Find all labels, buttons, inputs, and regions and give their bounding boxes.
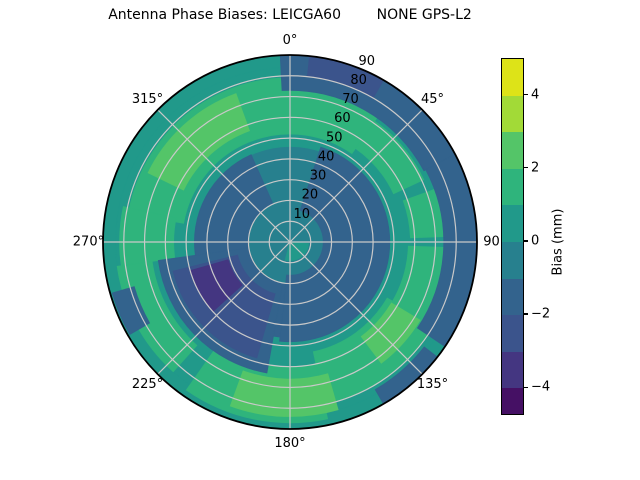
region-center-green-blob xyxy=(284,241,310,262)
colorbar xyxy=(501,58,524,415)
radial-tick-label-70: 70 xyxy=(342,92,359,107)
colorbar-tick-label-0: 0 xyxy=(531,233,540,249)
colorbar-band-2-to-3 xyxy=(502,132,523,169)
grid-spoke-135 xyxy=(289,241,423,375)
colorbar-band--4.7-to--4 xyxy=(502,388,523,414)
angular-tick-label-315: 315° xyxy=(132,92,163,107)
region-blue-outer-w xyxy=(111,286,151,336)
colorbar-tick-label--2: −2 xyxy=(531,306,551,322)
colorbar-band-0-to-1 xyxy=(502,205,523,242)
grid-spoke-45 xyxy=(289,109,423,243)
angular-tick-label-135: 135° xyxy=(417,377,448,392)
polar-outline xyxy=(102,54,478,430)
region-bright-green-nw xyxy=(147,93,251,191)
chart-title: Antenna Phase Biases: LEICGA60 NONE GPS-… xyxy=(108,7,472,23)
radial-tick-label-10: 10 xyxy=(293,207,310,222)
radial-tick-label-40: 40 xyxy=(318,149,335,164)
colorbar-tick-label-4: 4 xyxy=(531,87,540,103)
angular-tick-label-90: 90 xyxy=(483,235,500,250)
angular-tick-label-0: 0° xyxy=(283,33,298,48)
colorbar-band-1-to-2 xyxy=(502,168,523,206)
colorbar-band--4-to--3 xyxy=(502,351,523,389)
region-green-arc-ne xyxy=(354,120,425,195)
region-bright-green-se xyxy=(360,302,421,364)
colorbar-axis-label: Bias (mm) xyxy=(550,208,566,276)
colorbar-band-3-to-4 xyxy=(502,95,523,133)
grid-spoke-225 xyxy=(157,241,291,375)
region-blue-inner-ring-e xyxy=(279,146,391,343)
colorbar-band--3-to--2 xyxy=(502,315,523,352)
angular-tick-label-270: 270° xyxy=(73,235,104,250)
region-green-arc-sw xyxy=(116,260,198,373)
angular-tick-label-225: 225° xyxy=(132,377,163,392)
radial-tick-label-50: 50 xyxy=(326,130,343,145)
colorbar-tickmark--2 xyxy=(523,313,528,315)
colorbar-tick-label-2: 2 xyxy=(531,160,540,176)
radial-tick-label-80: 80 xyxy=(350,73,367,88)
colorbar-band--1-to-0 xyxy=(502,241,523,279)
radial-tick-label-30: 30 xyxy=(310,169,327,184)
radial-tick-label-20: 20 xyxy=(302,188,319,203)
colorbar-tickmark-0 xyxy=(523,240,528,242)
angular-tick-label-180: 180° xyxy=(274,436,305,451)
colorbar-tickmark-2 xyxy=(523,167,528,169)
colorbar-tickmark--4 xyxy=(523,386,528,389)
radial-tick-label-60: 60 xyxy=(334,111,351,126)
colorbar-tick-label--4: −4 xyxy=(531,379,551,395)
radial-tick-label-90: 90 xyxy=(358,54,375,69)
region-green-arc-w xyxy=(119,206,177,267)
colorbar-band-4-to-5 xyxy=(502,59,523,96)
angular-tick-label-45: 45° xyxy=(421,92,444,107)
colorbar-band--2-to--1 xyxy=(502,278,523,316)
grid-spoke-315 xyxy=(157,109,291,243)
colorbar-tickmark-4 xyxy=(523,93,528,96)
